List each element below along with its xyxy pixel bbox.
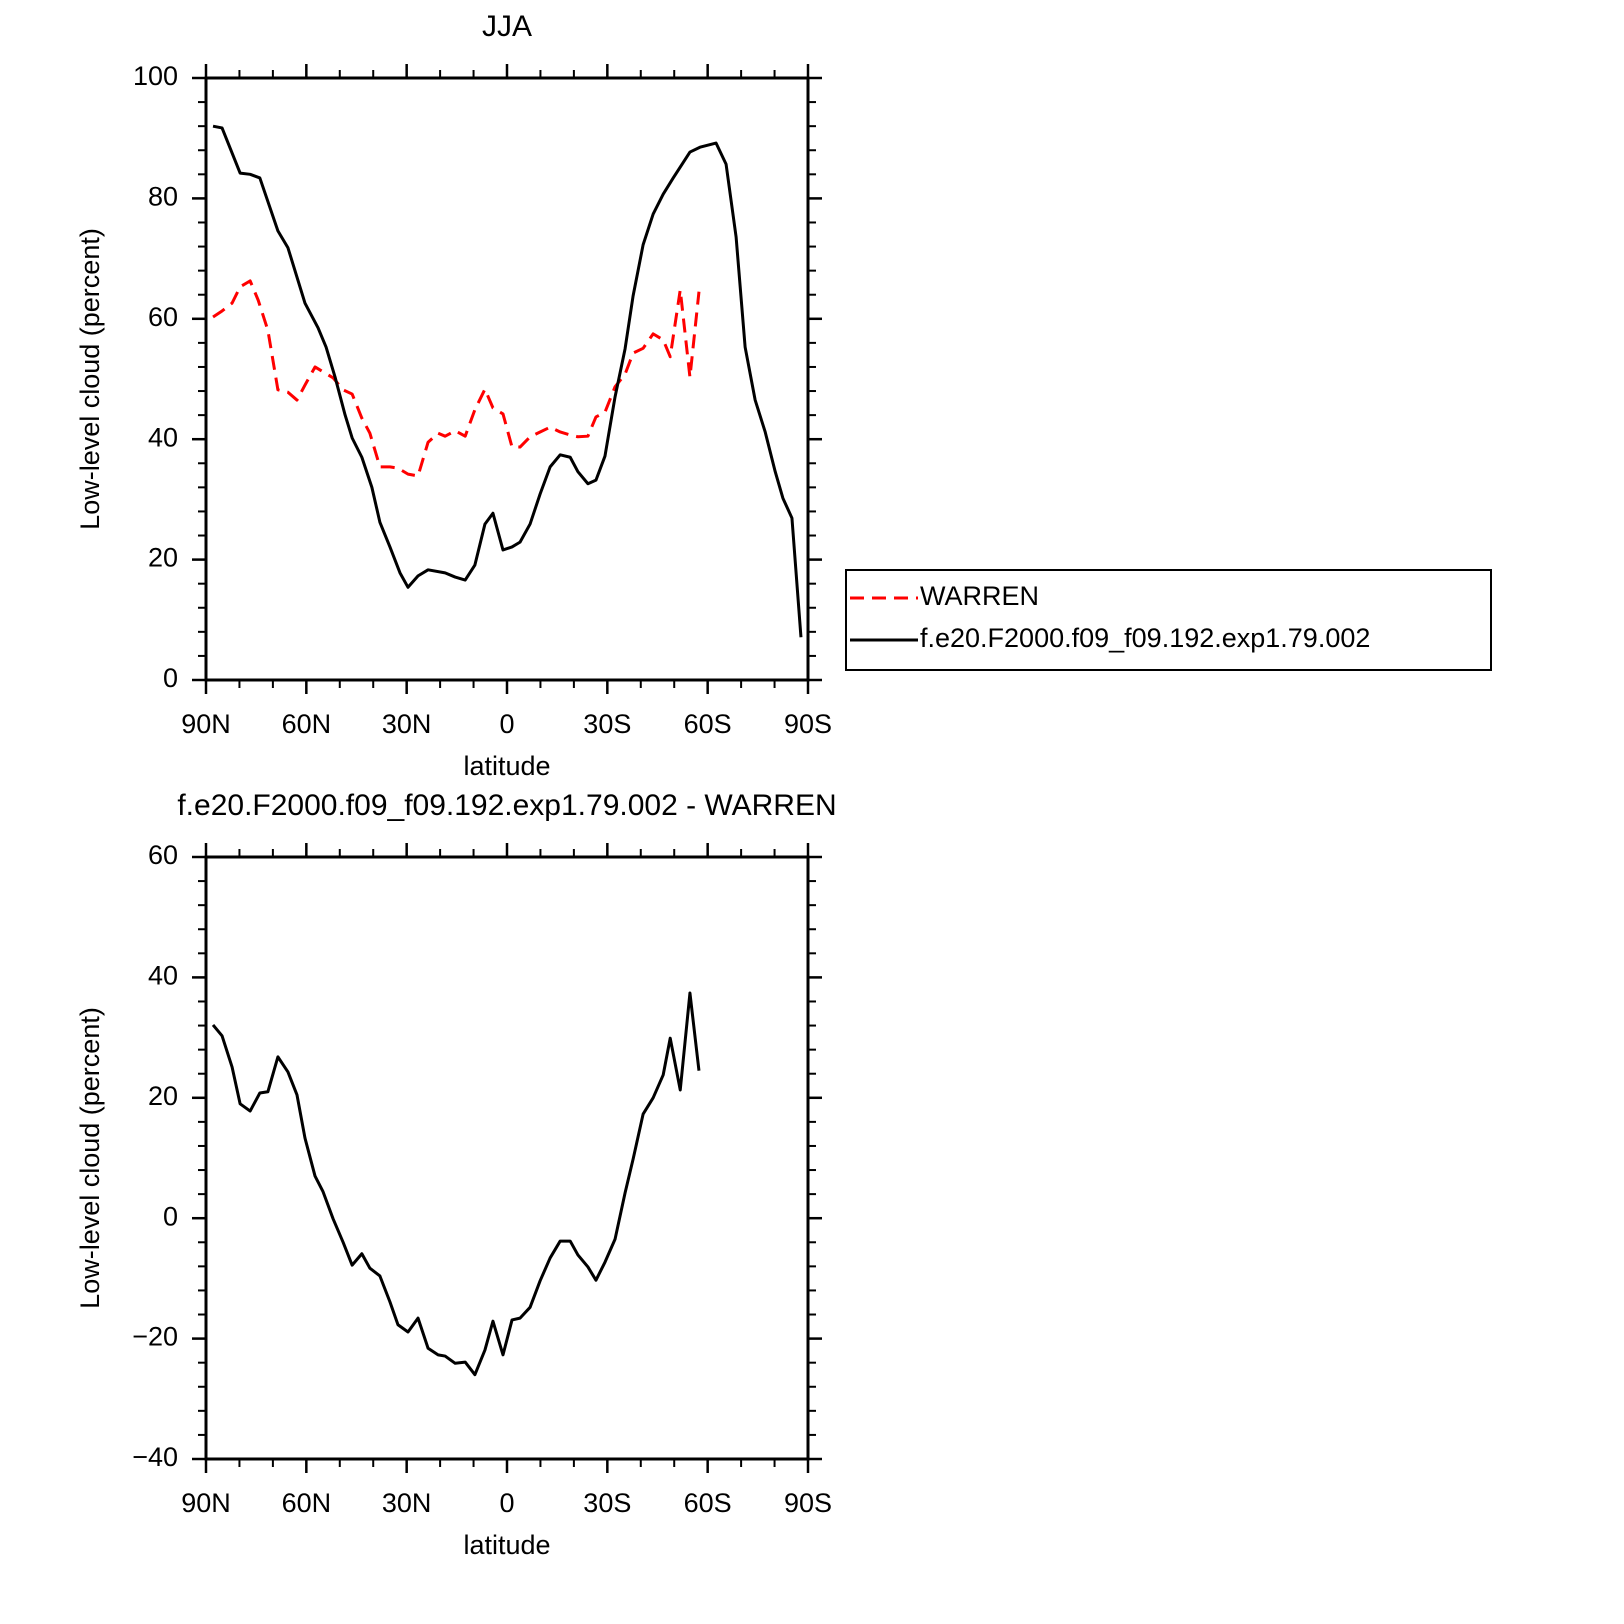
x-tick-label: 60S [684, 1488, 732, 1518]
y-tick-label: 0 [163, 1201, 178, 1231]
x-tick-label: 90S [784, 1488, 832, 1518]
x-tick-label: 90N [181, 709, 231, 739]
x-tick-label: 30S [583, 1488, 631, 1518]
y-tick-label: 80 [148, 182, 178, 212]
y-tick-label: 0 [163, 663, 178, 693]
y-tick-label: 60 [148, 302, 178, 332]
x-axis-label: latitude [463, 1530, 550, 1560]
data-line [212, 279, 701, 478]
y-tick-label: 60 [148, 840, 178, 870]
x-tick-label: 90N [181, 1488, 231, 1518]
x-tick-label: 30N [382, 1488, 432, 1518]
x-tick-label: 90S [784, 709, 832, 739]
y-tick-label: 20 [148, 543, 178, 573]
data-line [212, 124, 803, 638]
x-tick-label: 30N [382, 709, 432, 739]
y-tick-label: 20 [148, 1081, 178, 1111]
plot-frame [204, 76, 810, 682]
x-axis-label: latitude [463, 751, 550, 781]
y-tick-label: 40 [148, 961, 178, 991]
y-tick-label: −20 [132, 1322, 178, 1352]
plot-frame [204, 855, 810, 1461]
x-tick-label: 60S [684, 709, 732, 739]
data-line [211, 991, 701, 1377]
x-tick-label: 0 [499, 1488, 514, 1518]
chart-title: f.e20.F2000.f09_f09.192.exp1.79.002 - WA… [177, 789, 836, 822]
x-tick-label: 60N [282, 709, 332, 739]
legend-label: WARREN [920, 581, 1039, 611]
y-tick-label: −40 [132, 1442, 178, 1472]
y-tick-label: 40 [148, 422, 178, 452]
legend-label: f.e20.F2000.f09_f09.192.exp1.79.002 [920, 623, 1370, 653]
y-axis-label: Low-level cloud (percent) [75, 1007, 105, 1309]
y-axis-label: Low-level cloud (percent) [75, 228, 105, 530]
x-tick-label: 0 [499, 709, 514, 739]
x-tick-label: 30S [583, 709, 631, 739]
x-tick-label: 60N [282, 1488, 332, 1518]
y-tick-label: 100 [133, 61, 178, 91]
chart-title: JJA [482, 10, 532, 43]
legend-box [845, 569, 1492, 671]
